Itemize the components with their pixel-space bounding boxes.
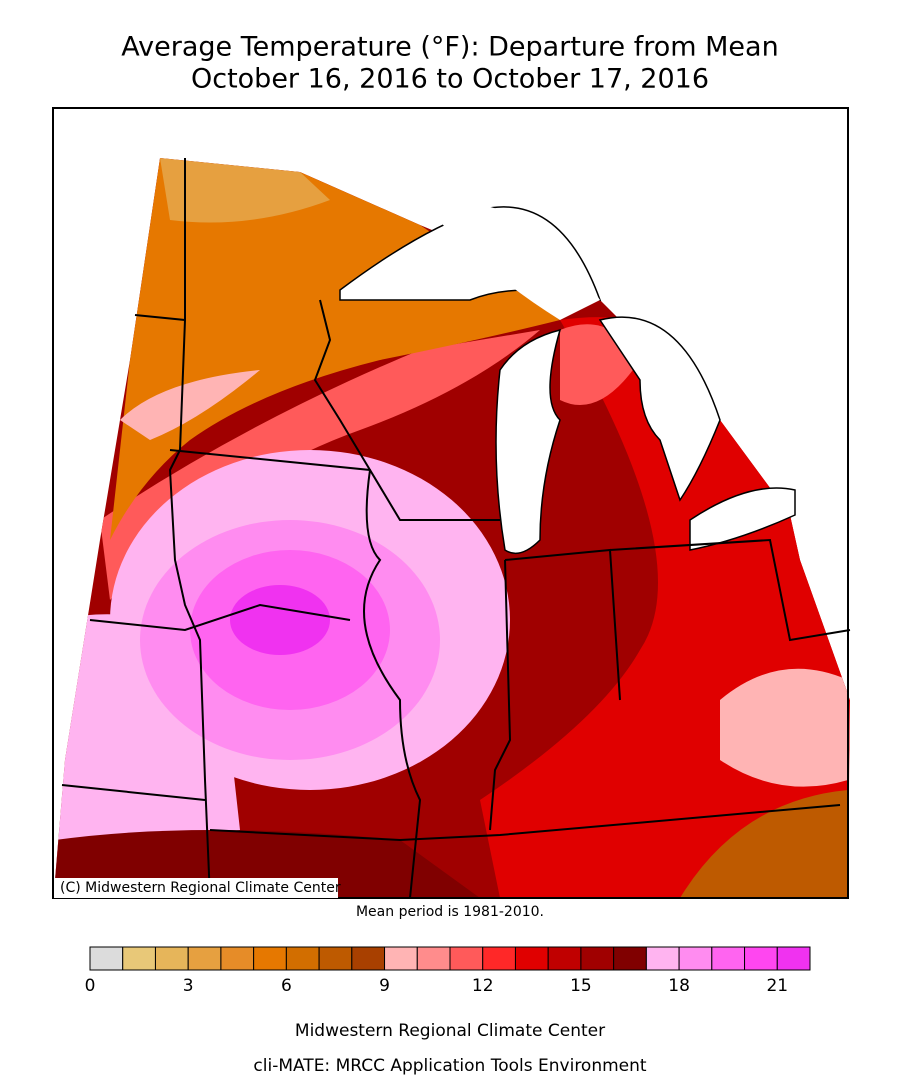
footer-line: Midwestern Regional Climate Center [295, 1021, 605, 1041]
colorbar-tick-label: 9 [379, 976, 390, 996]
subtitle: October 16, 2016 to October 17, 2016 [191, 64, 709, 95]
colorbar-tick-label: 18 [668, 976, 690, 996]
lakes [339, 204, 796, 555]
colorbar-tick-label: 6 [281, 976, 292, 996]
colorbar-box [678, 946, 713, 971]
mean-period-note: Mean period is 1981-2010. [356, 904, 544, 920]
colorbar-tick-label: 12 [472, 976, 494, 996]
colorbar-tick-label: 0 [85, 976, 96, 996]
colorbar-box [449, 946, 484, 971]
colorbar-box [547, 946, 582, 971]
colorbar-box [351, 946, 386, 971]
colorbar-box [154, 946, 189, 971]
colorbar-box [89, 946, 124, 971]
colorbar-box [384, 946, 418, 971]
colorbar-box [416, 946, 451, 971]
colorbar-tick-label: 3 [183, 976, 194, 996]
colorbar-box [285, 946, 320, 971]
colorbar-box [514, 946, 549, 971]
colorbar: 0 3 6 9 12 15 18 21 [85, 946, 811, 996]
colorbar-tick-label: 21 [766, 976, 788, 996]
colorbar-box [122, 946, 156, 971]
colorbar-box [318, 946, 353, 971]
map-frame [52, 107, 849, 899]
credit-box [54, 878, 338, 898]
colorbar-box [187, 946, 222, 971]
credit: (C) Midwestern Regional Climate Center [60, 880, 341, 896]
colorbar-tick-label: 15 [570, 976, 592, 996]
title: Average Temperature (°F): Departure from… [121, 32, 778, 63]
footer-line: cli-MATE: MRCC Application Tools Environ… [253, 1056, 646, 1076]
colorbar-box [776, 946, 811, 971]
colorbar-box [580, 946, 615, 971]
colorbar-box [253, 946, 287, 971]
colorbar-box [613, 946, 647, 971]
colorbar-box [482, 946, 516, 971]
colorbar-box [711, 946, 746, 971]
colorbar-box [744, 946, 778, 971]
colorbar-box [645, 946, 680, 971]
colorbar-box [220, 946, 255, 971]
state-borders [61, 158, 851, 899]
